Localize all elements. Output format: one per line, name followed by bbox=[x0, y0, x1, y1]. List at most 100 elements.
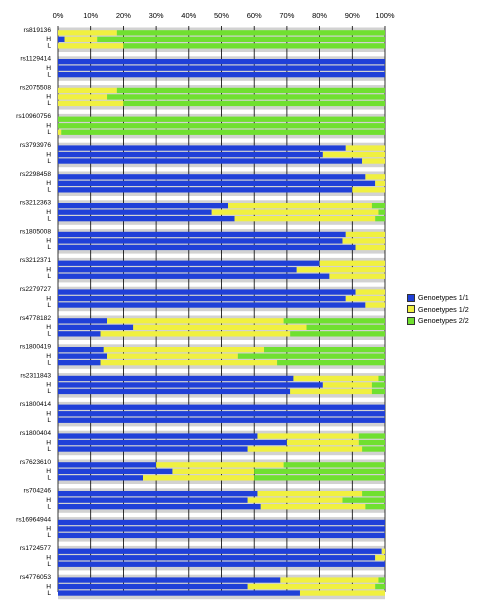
bar-segment bbox=[58, 209, 212, 215]
bar-segment bbox=[58, 446, 248, 452]
group-label: rs3212363 bbox=[20, 200, 51, 207]
bar-segment bbox=[319, 260, 385, 266]
bar-segment bbox=[375, 216, 385, 222]
bar-segment bbox=[58, 231, 346, 238]
bar-segment bbox=[58, 145, 346, 151]
row-label: H bbox=[46, 411, 51, 418]
legend-item: Genoetypes 1/2 bbox=[407, 304, 477, 315]
bar-segment bbox=[228, 203, 372, 209]
bar-segment bbox=[58, 382, 323, 388]
bar-segment bbox=[58, 244, 356, 251]
row-label: L bbox=[47, 215, 51, 222]
bar-segment bbox=[116, 30, 386, 36]
bar-segment bbox=[143, 475, 255, 481]
bar-segment bbox=[58, 497, 248, 503]
bar-segment bbox=[58, 289, 356, 295]
bar-segment bbox=[58, 100, 124, 107]
bar-segment bbox=[365, 174, 385, 180]
bar-segment bbox=[58, 267, 297, 273]
bar-segment bbox=[61, 129, 386, 135]
bar-segment bbox=[375, 583, 385, 590]
bar-segment bbox=[362, 158, 385, 164]
legend-item: Genoetypes 2/2 bbox=[407, 315, 477, 326]
x-tick-label: 0% bbox=[53, 11, 64, 20]
x-tick-label: 40% bbox=[181, 11, 196, 20]
legend-swatch bbox=[407, 316, 415, 325]
bar-segment bbox=[58, 468, 173, 474]
x-tick-label: 50% bbox=[214, 11, 229, 20]
bar-segment bbox=[345, 231, 385, 238]
group-label: rs1800404 bbox=[20, 430, 51, 437]
bar-segment bbox=[345, 145, 385, 151]
bar-segment bbox=[58, 216, 235, 222]
bar-segment bbox=[365, 504, 385, 510]
bar-segment bbox=[371, 388, 385, 395]
group-label: rs1129414 bbox=[20, 56, 51, 63]
bar-segment bbox=[378, 577, 385, 583]
bar-segment bbox=[58, 318, 108, 324]
row-label: L bbox=[47, 417, 51, 424]
bar-segment bbox=[58, 590, 300, 596]
bar-segment bbox=[123, 43, 386, 49]
group-label: rs2311843 bbox=[20, 372, 51, 379]
bar-segment bbox=[290, 331, 385, 337]
bar-segment bbox=[107, 94, 386, 100]
row-label: H bbox=[46, 295, 51, 302]
group-label: rs16964944 bbox=[16, 516, 51, 523]
bar-segment bbox=[381, 548, 385, 554]
row-label: H bbox=[46, 497, 51, 504]
bar-segment bbox=[58, 129, 62, 135]
bar-segment bbox=[107, 318, 284, 324]
bar-segment bbox=[58, 519, 385, 526]
bar-segment bbox=[296, 267, 385, 273]
bar-segment bbox=[58, 555, 376, 561]
bar-segment bbox=[365, 302, 385, 308]
x-tick-label: 60% bbox=[247, 11, 262, 20]
bar-segment bbox=[247, 446, 363, 452]
row-label: L bbox=[47, 561, 51, 568]
bar-segment bbox=[58, 273, 330, 279]
row-label: L bbox=[47, 129, 51, 136]
bar-segment bbox=[58, 548, 382, 554]
bar-segment bbox=[58, 577, 281, 583]
bar-segment bbox=[355, 244, 385, 251]
bar-segment bbox=[133, 324, 307, 330]
bar-segment bbox=[58, 475, 144, 481]
x-tick-label: 10% bbox=[83, 11, 98, 20]
bar-segment bbox=[371, 203, 385, 209]
bar-segment bbox=[247, 497, 343, 503]
bar-segment bbox=[290, 388, 372, 395]
bar-segment bbox=[345, 295, 385, 302]
bar-segment bbox=[322, 382, 372, 388]
group-label: rs2279727 bbox=[20, 286, 51, 293]
bar-segment bbox=[234, 216, 376, 222]
bar-segment bbox=[362, 446, 385, 452]
row-label: L bbox=[47, 302, 51, 309]
bar-segment bbox=[280, 577, 379, 583]
group-label: rs2075508 bbox=[20, 84, 51, 91]
bar-segment bbox=[342, 497, 385, 503]
x-tick-label: 20% bbox=[116, 11, 131, 20]
bar-segment bbox=[322, 151, 385, 158]
bar-segment bbox=[58, 158, 363, 164]
bar-segment bbox=[58, 72, 385, 78]
bar-segment bbox=[58, 30, 117, 36]
bar-segment bbox=[329, 273, 385, 279]
bar-segment bbox=[257, 491, 363, 497]
bar-segment bbox=[293, 375, 379, 382]
bar-segment bbox=[116, 87, 386, 94]
bar-segment bbox=[58, 59, 385, 65]
bar-segment bbox=[58, 302, 366, 308]
bar-segment bbox=[58, 65, 385, 71]
x-tick-label: 90% bbox=[345, 11, 360, 20]
row-label: H bbox=[46, 555, 51, 562]
group-label: rs10960756 bbox=[16, 113, 51, 120]
bar-segment bbox=[156, 462, 284, 468]
row-label: H bbox=[46, 583, 51, 590]
x-tick-label: 30% bbox=[149, 11, 164, 20]
bar-segment bbox=[306, 324, 385, 330]
group-label: rs1800414 bbox=[20, 401, 51, 408]
group-label: rs1800419 bbox=[20, 344, 51, 351]
row-label: L bbox=[47, 71, 51, 78]
